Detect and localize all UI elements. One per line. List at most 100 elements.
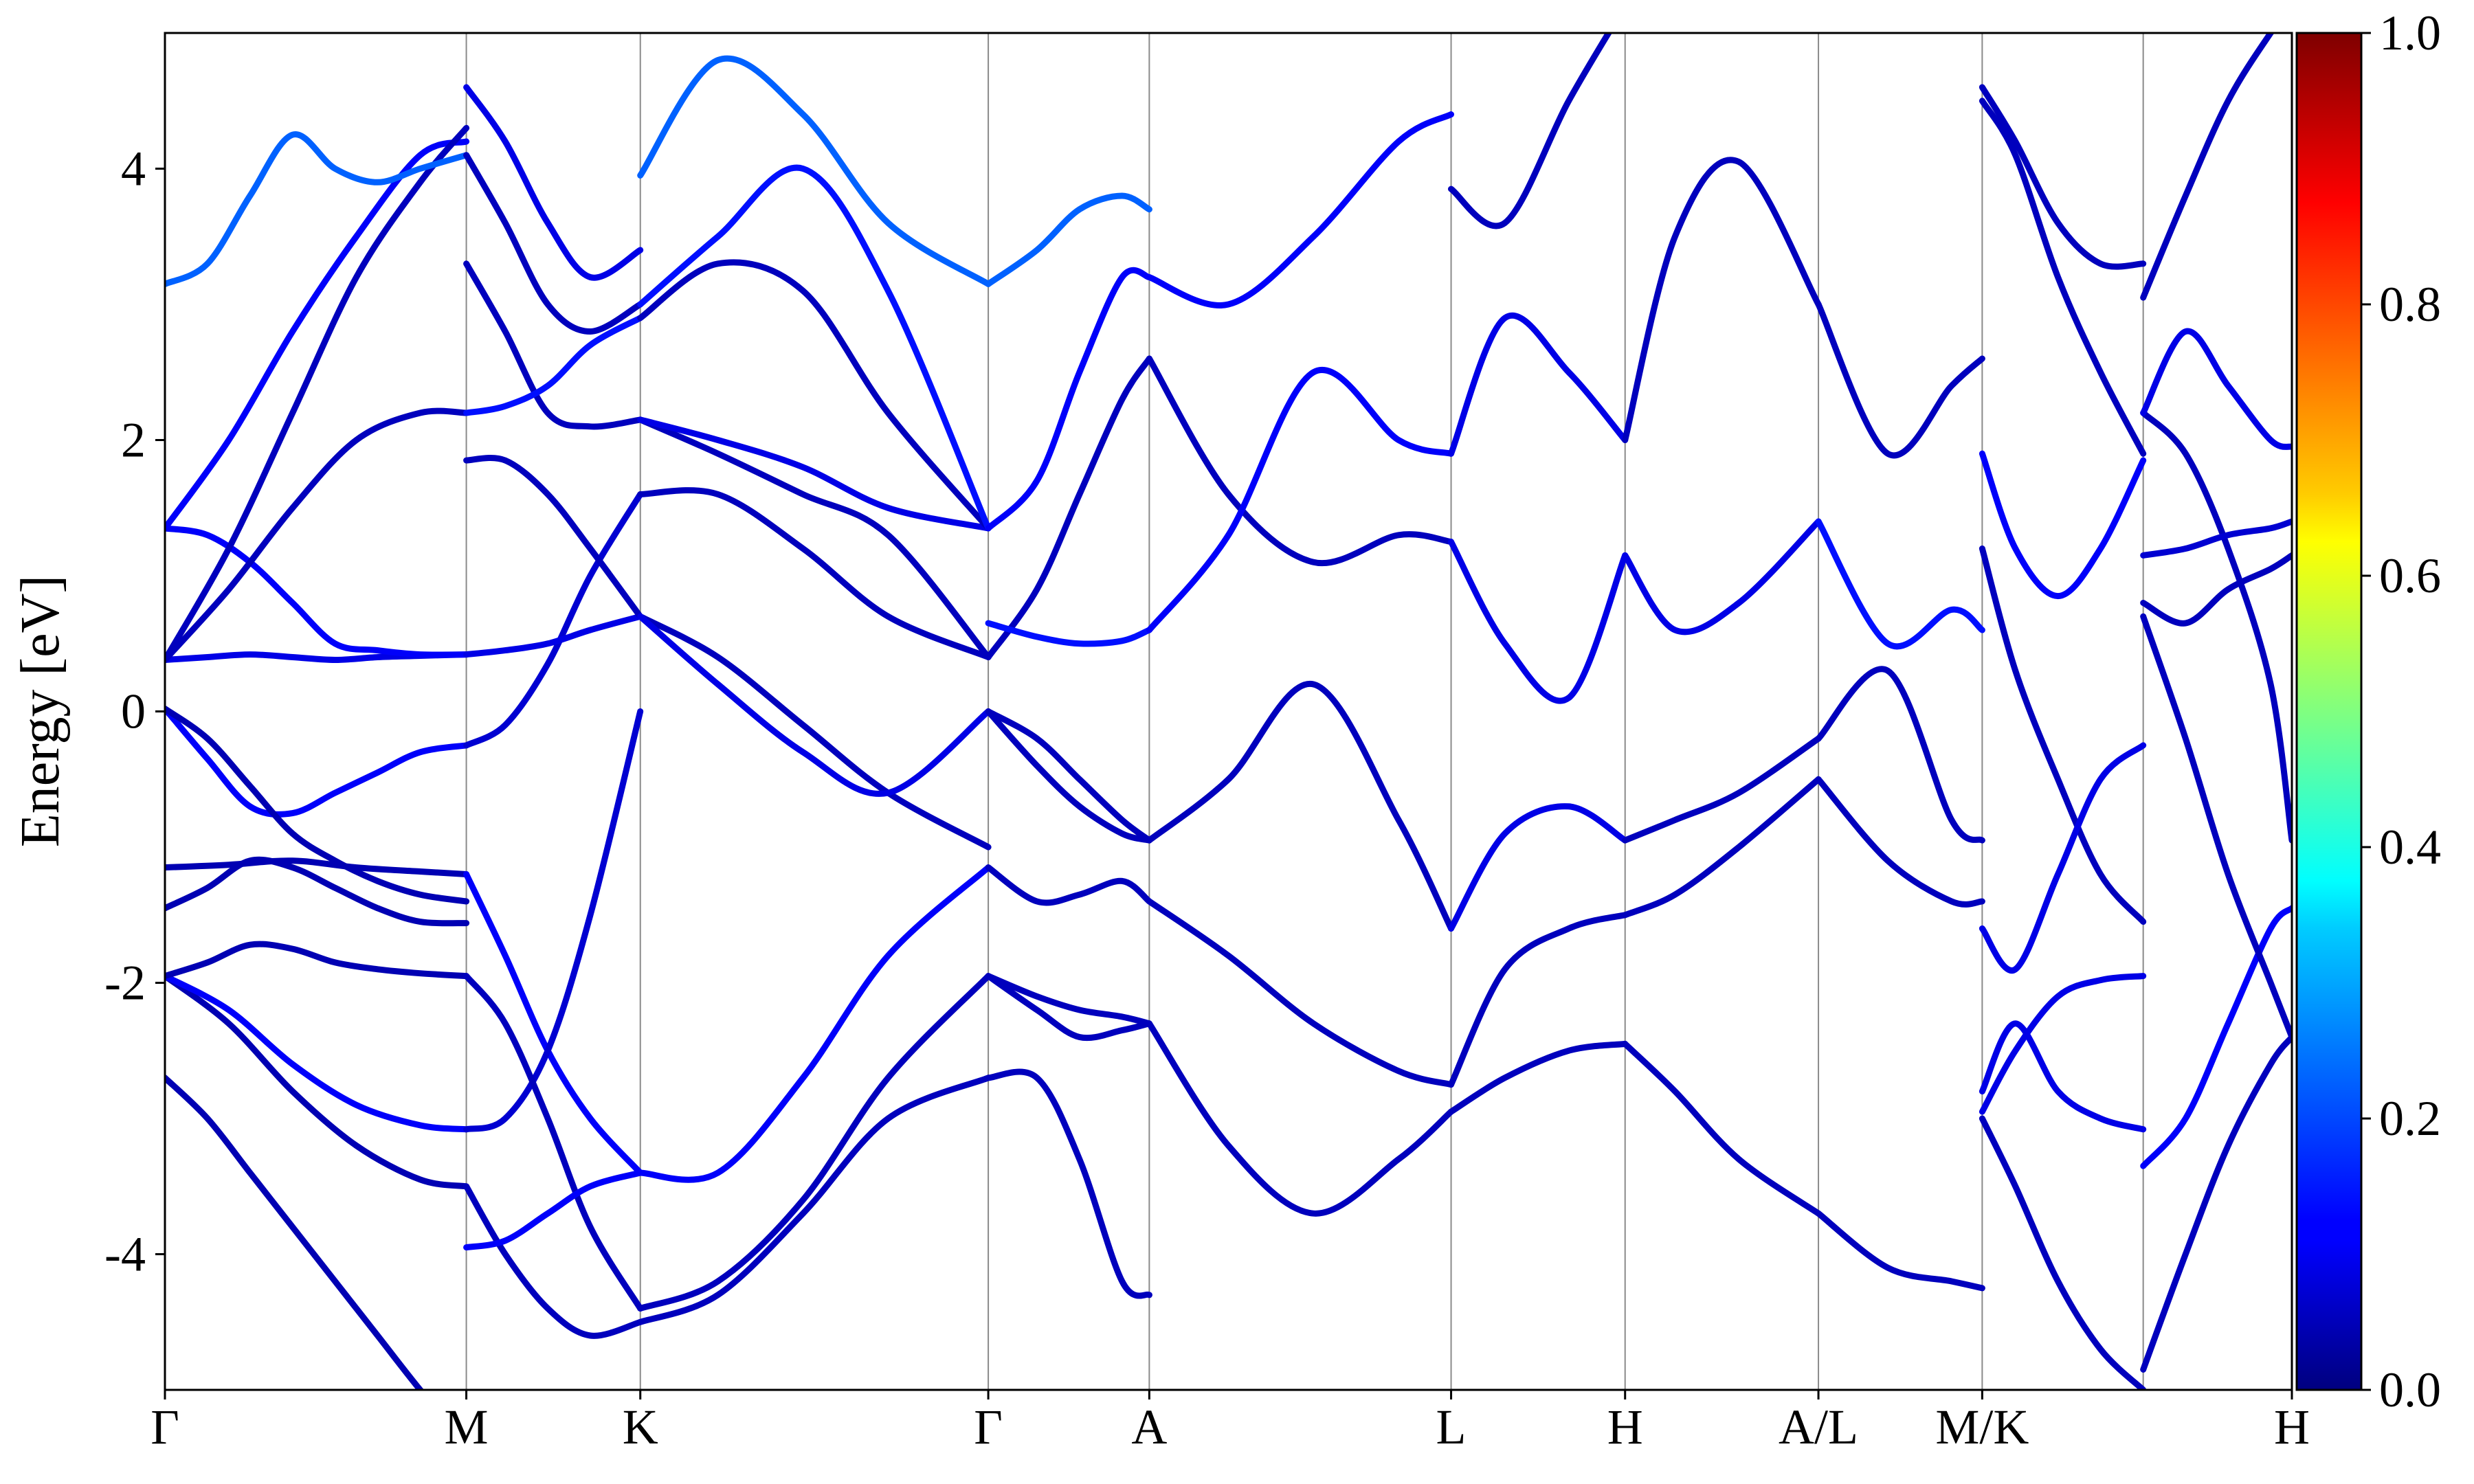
band-line — [1979, 546, 2147, 925]
band-line — [165, 857, 470, 877]
band-line — [165, 138, 470, 532]
colorbar: 1.0 0.8 0.6 0.4 0.2 0.0 — [2295, 5, 2441, 1417]
band-line — [637, 973, 992, 1312]
kpoint-gridlines — [465, 33, 2144, 1390]
band-line — [1622, 518, 1822, 636]
band-line — [1815, 518, 1985, 650]
band-line — [1448, 912, 1629, 1088]
colorbar-tick-label: 0.6 — [2379, 548, 2441, 603]
band-line — [2140, 1034, 2292, 1373]
band-line — [985, 864, 1152, 906]
band-line — [1815, 666, 1985, 844]
x-tick-label: A — [1131, 1399, 1167, 1454]
band-line — [1622, 1040, 1822, 1217]
band-line — [1622, 157, 1822, 443]
plot-background — [165, 33, 2292, 1390]
band-line — [2140, 328, 2292, 450]
band-line — [1146, 681, 1454, 932]
band-line — [165, 1075, 425, 1390]
band-line — [637, 864, 992, 1183]
band-line — [463, 152, 644, 335]
x-tick-label: K — [623, 1399, 658, 1454]
band-line — [637, 259, 992, 532]
band-line — [165, 706, 470, 818]
band-line — [637, 55, 992, 287]
band-line — [1448, 33, 1612, 229]
band-line — [637, 613, 992, 851]
band-line — [2140, 409, 2292, 844]
band-line — [637, 416, 992, 532]
band-line — [985, 708, 1152, 844]
x-tick-label: Γ — [151, 1399, 179, 1454]
band-line — [1979, 1020, 2147, 1133]
y-tick-label: 0 — [121, 684, 146, 739]
band-line — [637, 487, 992, 660]
band-line — [1979, 742, 2147, 974]
band-line — [1622, 776, 1822, 919]
band-line — [1448, 1040, 1629, 1115]
colorbar-tick-label: 0.8 — [2379, 277, 2441, 332]
band-line — [985, 1068, 1152, 1299]
band-lines — [165, 33, 2292, 1390]
band-line — [2140, 33, 2275, 301]
y-tick-label: 2 — [121, 413, 146, 468]
band-line — [637, 613, 992, 797]
band-line — [1622, 735, 1822, 844]
colorbar-tick-label: 0.4 — [2379, 820, 2441, 875]
band-line — [1979, 98, 2147, 457]
band-line — [2140, 613, 2292, 1040]
y-tick-label: -4 — [104, 1227, 146, 1282]
band-line — [463, 491, 644, 749]
band-line — [463, 613, 644, 658]
colorbar-frame — [2295, 32, 2363, 1391]
colorbar-gradient — [2297, 33, 2361, 1390]
band-line — [1979, 1115, 2147, 1390]
band-line — [1979, 450, 2147, 600]
band-line — [1146, 111, 1454, 308]
band-line — [1146, 898, 1454, 1088]
band-line — [1146, 1020, 1454, 1217]
band-line — [985, 620, 1152, 647]
colorbar-tick-label: 0.2 — [2379, 1091, 2441, 1146]
band-line — [165, 407, 470, 663]
y-axis: 4 2 0 -2 -4 — [104, 142, 165, 1282]
x-tick-label: M/K — [1935, 1399, 2029, 1454]
band-line — [165, 856, 470, 927]
x-tick-label: M — [445, 1399, 489, 1454]
band-line — [985, 355, 1152, 660]
x-axis: Γ M K Γ A L H A/L M/K H — [151, 1390, 2310, 1454]
band-line — [1815, 1210, 1985, 1292]
band-line — [637, 1075, 992, 1325]
band-line — [637, 164, 992, 532]
colorbar-tick-label: 0.0 — [2379, 1362, 2441, 1417]
x-tick-label: H — [1607, 1399, 1643, 1454]
y-tick-label: -2 — [104, 956, 146, 1011]
band-line — [1815, 301, 1985, 459]
band-line — [165, 973, 470, 1190]
band-line — [165, 131, 470, 287]
band-line — [2140, 552, 2292, 627]
band-line — [463, 260, 644, 430]
band-line — [1146, 367, 1454, 633]
band-line — [1448, 539, 1629, 704]
band-line — [463, 84, 644, 281]
colorbar-tick-label: 1.0 — [2379, 5, 2441, 60]
band-line — [985, 708, 1152, 844]
band-line — [463, 708, 644, 1133]
band-line — [1448, 313, 1629, 457]
x-tick-label: A/L — [1779, 1399, 1858, 1454]
band-line — [2140, 518, 2292, 559]
y-tick-label: 4 — [121, 142, 146, 196]
band-line — [1448, 803, 1629, 932]
band-line — [463, 315, 644, 416]
band-line — [985, 973, 1152, 1042]
band-line — [165, 973, 470, 1133]
band-line — [165, 941, 470, 980]
band-line — [165, 124, 470, 663]
band-line — [165, 525, 470, 658]
y-axis-label: Energy [eV] — [10, 575, 71, 847]
band-line — [463, 1169, 644, 1251]
band-line — [985, 192, 1152, 287]
band-line — [165, 706, 470, 905]
